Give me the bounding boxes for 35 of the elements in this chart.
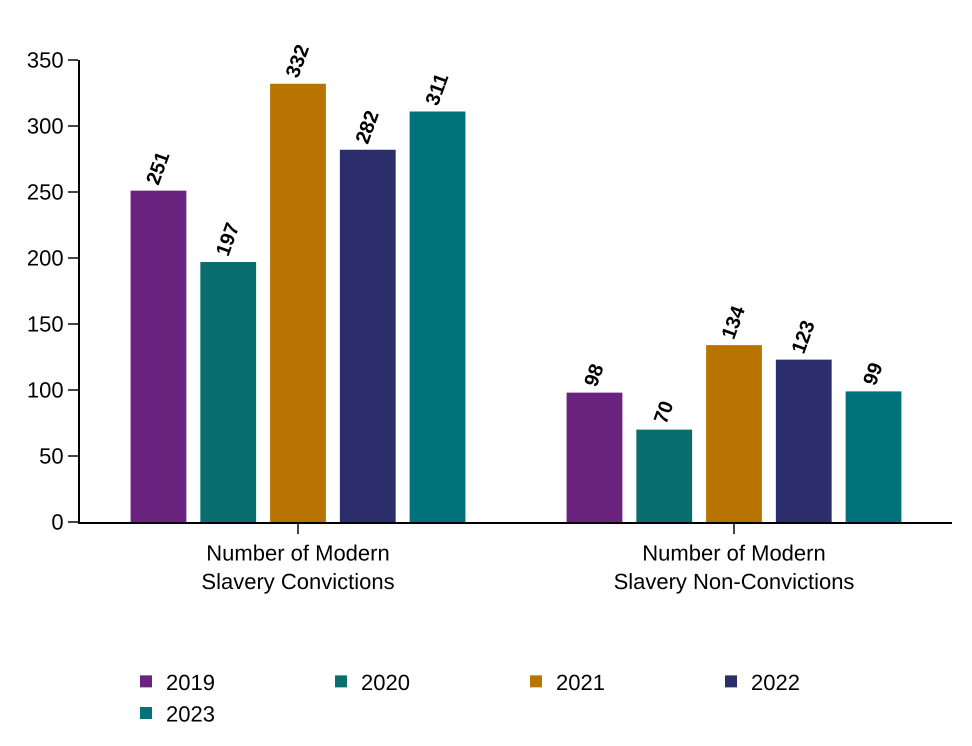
y-tick-label: 100 — [26, 378, 64, 403]
data-label: 311 — [422, 70, 454, 108]
legend-label: 2023 — [166, 702, 215, 727]
data-label: 99 — [859, 360, 888, 388]
bar — [776, 360, 832, 522]
data-label: 251 — [142, 148, 175, 188]
y-tick-label: 350 — [26, 48, 64, 73]
bar — [636, 430, 692, 522]
x-tick-label: Number of Modern Slavery Convictions — [201, 540, 395, 594]
x-tick-label: Number of Modern Slavery Non-Convictions — [614, 540, 854, 594]
bar — [846, 391, 902, 522]
y-tick-label: 0 — [51, 510, 64, 535]
data-label: 98 — [580, 361, 609, 390]
y-tick-label: 50 — [39, 444, 64, 469]
y-tick-label: 200 — [26, 246, 64, 271]
bar — [340, 150, 396, 522]
bar — [270, 84, 326, 522]
bar — [410, 111, 466, 522]
y-tick-label: 150 — [26, 312, 64, 337]
data-label: 197 — [212, 220, 244, 259]
legend-label: 2020 — [361, 670, 410, 695]
data-label: 123 — [788, 318, 820, 357]
bar — [130, 190, 186, 522]
data-label: 282 — [352, 108, 384, 147]
data-label: 134 — [718, 302, 750, 342]
data-label: 332 — [282, 42, 314, 81]
legend-label: 2021 — [556, 670, 605, 695]
legend-label: 2022 — [751, 670, 800, 695]
bar — [200, 262, 256, 522]
data-label: 70 — [650, 398, 678, 427]
y-tick-label: 300 — [26, 114, 64, 139]
bar — [566, 392, 622, 522]
legend-label: 2019 — [166, 670, 215, 695]
y-tick-label: 250 — [26, 180, 64, 205]
bar — [706, 345, 762, 522]
